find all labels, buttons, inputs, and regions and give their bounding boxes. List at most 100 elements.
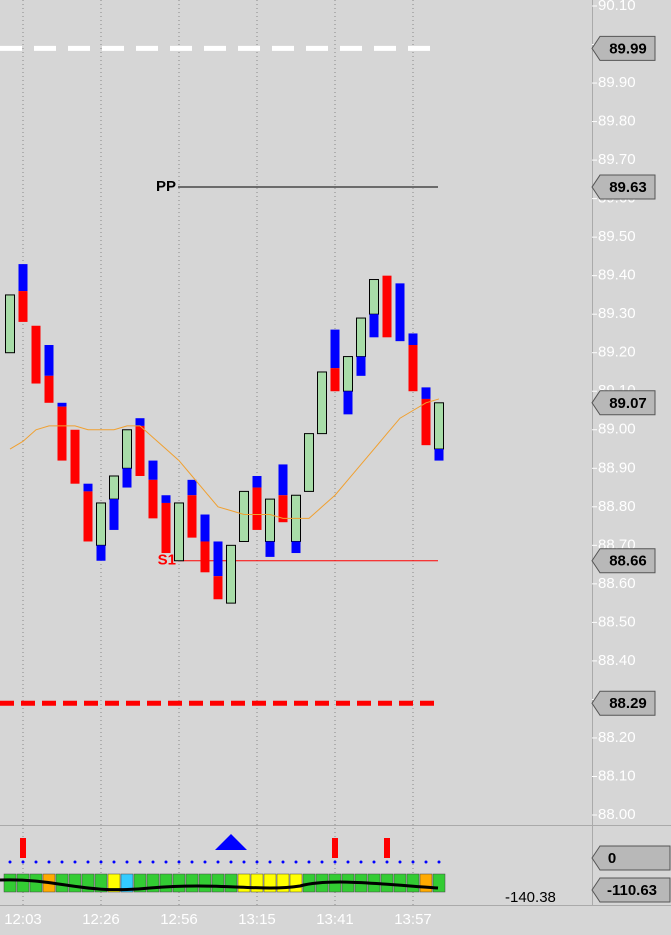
y-tick-label: 88.80 <box>598 498 636 515</box>
indicator-dot <box>177 860 181 864</box>
price-bar-segment <box>226 544 236 604</box>
price-bar-segment <box>434 402 444 450</box>
indicator-readout: -140.38 <box>505 889 556 906</box>
y-tick-label: 90.10 <box>598 0 636 14</box>
price-bar-segment <box>187 495 197 538</box>
price-bar-segment <box>369 314 379 338</box>
price-tag <box>591 174 656 200</box>
price-bar-segment <box>57 406 67 461</box>
indicator-cell <box>237 873 251 893</box>
price-bar-segment <box>135 425 145 476</box>
indicator-dot <box>229 860 233 864</box>
price-bar-segment <box>83 483 93 492</box>
price-bar-segment <box>31 325 41 384</box>
x-tick-label: 13:41 <box>316 911 354 928</box>
indicator-cell <box>68 873 82 893</box>
indicator-cell <box>211 873 225 893</box>
indicator-cell <box>432 873 446 893</box>
x-tick-label: 12:26 <box>82 911 120 928</box>
indicator-cell <box>289 873 303 893</box>
indicator-cell <box>16 873 30 893</box>
y-tick-label: 89.90 <box>598 74 636 91</box>
price-bar-segment <box>44 375 54 403</box>
y-tick-label: 89.20 <box>598 344 636 361</box>
price-bar-segment <box>148 460 158 480</box>
x-tick-label: 12:56 <box>160 911 198 928</box>
price-bar-segment <box>148 479 158 519</box>
indicator-tag <box>591 877 671 903</box>
y-tick-label: 88.00 <box>598 806 636 823</box>
price-tag <box>591 548 656 574</box>
y-tick-label: 88.10 <box>598 767 636 784</box>
y-tick-label: 88.50 <box>598 613 636 630</box>
price-bar-segment <box>83 491 93 542</box>
indicator-dot <box>47 860 51 864</box>
indicator-cell <box>120 873 134 893</box>
indicator-cell <box>393 873 407 893</box>
price-bar-segment <box>161 495 171 503</box>
indicator-dot <box>437 860 441 864</box>
indicator-cell <box>185 873 199 893</box>
price-bar-segment <box>213 541 223 577</box>
price-bar-segment <box>434 449 444 461</box>
price-bar-segment <box>200 514 210 542</box>
price-bar-segment <box>109 475 119 500</box>
indicator-cell <box>224 873 238 893</box>
level-name: S1 <box>158 552 176 569</box>
price-tag-label: 88.29 <box>609 695 647 712</box>
y-tick-label: 88.90 <box>598 459 636 476</box>
price-bar-segment <box>239 490 249 542</box>
indicator-dot <box>73 860 77 864</box>
signal-triangle <box>215 834 247 850</box>
y-tick-label: 89.40 <box>598 267 636 284</box>
y-tick-label: 89.70 <box>598 151 636 168</box>
price-bar-segment <box>57 402 67 407</box>
indicator-dot <box>333 860 337 864</box>
indicator-dot <box>307 860 311 864</box>
indicator-dot <box>151 860 155 864</box>
indicator-dot <box>281 860 285 864</box>
indicator-dot <box>86 860 90 864</box>
price-bar-segment <box>421 387 431 399</box>
price-tag <box>591 390 656 416</box>
price-bar-segment <box>330 368 340 392</box>
indicator-cell <box>419 873 433 893</box>
price-bar-segment <box>213 576 223 600</box>
price-bar-segment <box>408 333 418 346</box>
indicator-dot <box>125 860 129 864</box>
price-bar-segment <box>44 345 54 376</box>
price-bar-segment <box>369 279 379 315</box>
indicator-dot <box>21 860 25 864</box>
price-bar-segment <box>109 499 119 530</box>
price-tag-label: 89.63 <box>609 179 647 196</box>
price-tag-label: 89.99 <box>609 40 647 57</box>
indicator-dot <box>398 860 402 864</box>
indicator-dot <box>320 860 324 864</box>
price-bar-segment <box>252 475 262 488</box>
indicator-dot <box>255 860 259 864</box>
indicator-spike <box>384 838 390 858</box>
price-bar-segment <box>343 391 353 415</box>
indicator-cell <box>406 873 420 893</box>
indicator-dot <box>138 860 142 864</box>
indicator-cell <box>172 873 186 893</box>
price-bar-segment <box>408 345 418 392</box>
price-bar-segment <box>96 545 106 561</box>
y-tick-label: 89.80 <box>598 113 636 130</box>
price-bar-segment <box>265 541 275 557</box>
y-tick-label: 88.40 <box>598 652 636 669</box>
indicator-tag-label: 0 <box>608 850 616 867</box>
price-bar-segment <box>122 429 132 469</box>
indicator-cell <box>198 873 212 893</box>
indicator-dot <box>424 860 428 864</box>
price-bar-segment <box>265 498 275 542</box>
indicator-dot <box>372 860 376 864</box>
price-tag-label: 88.66 <box>609 553 647 570</box>
price-bar-segment <box>330 329 340 369</box>
price-bar-segment <box>70 429 80 484</box>
indicator-cell <box>3 873 17 893</box>
y-tick-label: 89.00 <box>598 421 636 438</box>
indicator-dot <box>242 860 246 864</box>
indicator-spike <box>20 838 26 858</box>
indicator-dot <box>268 860 272 864</box>
